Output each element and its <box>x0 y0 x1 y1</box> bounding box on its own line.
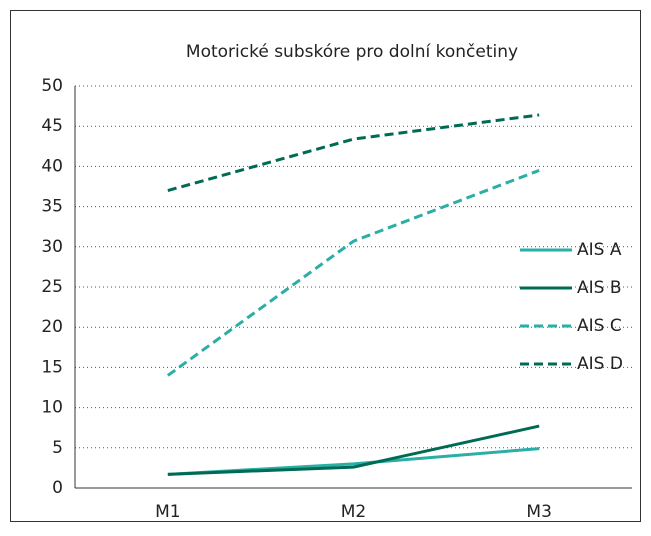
legend-label: AIS C <box>577 316 622 336</box>
series-line <box>167 113 540 192</box>
legend-label: AIS B <box>577 278 622 298</box>
x-tick-label: M2 <box>341 502 366 522</box>
y-tick-label: 40 <box>41 156 63 176</box>
frame <box>10 10 641 522</box>
legend-label: AIS A <box>577 240 622 260</box>
y-tick-label: 25 <box>41 277 63 297</box>
y-tick-label: 35 <box>41 197 63 217</box>
y-tick-label: 15 <box>41 357 63 377</box>
y-tick-label: 30 <box>41 237 63 257</box>
x-tick-label: M3 <box>526 502 551 522</box>
y-tick-label: 5 <box>52 438 63 458</box>
y-tick-label: 0 <box>52 478 63 498</box>
chart-title: Motorické subskóre pro dolní končetiny <box>186 42 518 62</box>
legend-label: AIS D <box>577 354 623 374</box>
y-tick-label: 20 <box>41 317 63 337</box>
x-tick-label: M1 <box>155 502 180 522</box>
y-tick-label: 45 <box>41 116 63 136</box>
y-tick-label: 10 <box>41 398 63 418</box>
y-tick-label: 50 <box>41 76 63 96</box>
series-line <box>166 169 540 377</box>
series-line <box>167 424 540 476</box>
